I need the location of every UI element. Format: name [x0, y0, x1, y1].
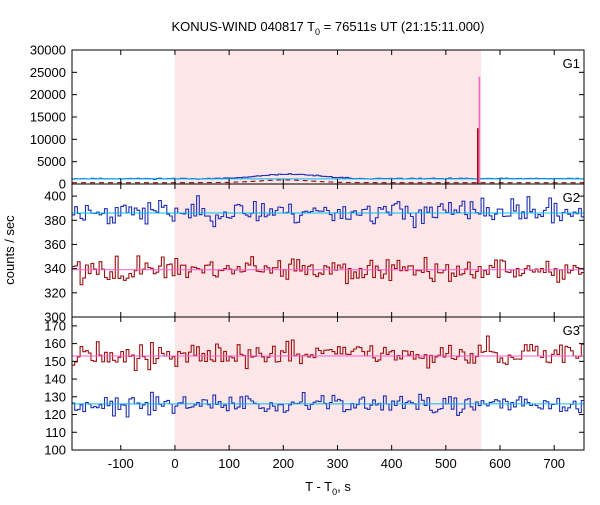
y-tick-label: 360 — [44, 237, 66, 252]
chart-title: KONUS-WIND 040817 T0 = 76511s UT (21:15:… — [172, 19, 485, 37]
panels-group: 050001000015000200002500030000G130032034… — [30, 43, 585, 471]
x-tick-label: -100 — [108, 456, 134, 471]
x-tick-label: 100 — [218, 456, 240, 471]
y-tick-label: 140 — [44, 372, 66, 387]
x-tick-label: 300 — [327, 456, 349, 471]
y-tick-label: 30000 — [30, 43, 66, 58]
y-tick-label: 340 — [44, 261, 66, 276]
x-tick-label: 0 — [171, 456, 178, 471]
y-tick-label: 130 — [44, 389, 66, 404]
panel-frame — [71, 316, 585, 451]
x-axis-title: T - T0, s — [305, 479, 351, 497]
series-g3-2 — [72, 391, 584, 418]
x-tick-label: 500 — [435, 456, 457, 471]
panel-g1: 0 5000 10000 15000 20000 25000 30000 G1 — [30, 43, 585, 192]
y-tick-label: 170 — [44, 318, 66, 333]
panel-label-g2: G2 — [563, 190, 580, 205]
y-tick-label: 400 — [44, 189, 66, 204]
y-tick-label: 10000 — [30, 132, 66, 147]
y-tick-label: 300 — [44, 310, 66, 325]
x-tick-label: 200 — [272, 456, 294, 471]
x-tick-label: 400 — [381, 456, 403, 471]
xlabel-prefix: T - T — [305, 479, 332, 494]
y-tick-label: 160 — [44, 336, 66, 351]
x-tick-label: 600 — [489, 456, 511, 471]
title-subscript: 0 — [315, 27, 320, 37]
panel-label-g1: G1 — [563, 56, 580, 71]
x-tick-label: 700 — [543, 456, 565, 471]
panel-plot-area — [72, 335, 584, 418]
y-tick-label: 0 — [59, 177, 66, 192]
y-axis-title: counts / sec — [2, 215, 17, 285]
y-tick-label: 380 — [44, 213, 66, 228]
y-tick-label: 150 — [44, 354, 66, 369]
title-prefix: KONUS-WIND 040817 T — [172, 19, 316, 34]
series-g2-2 — [72, 255, 584, 286]
y-tick-label: 120 — [44, 407, 66, 422]
xlabel-suffix: , s — [337, 479, 351, 494]
y-tick-label: 5000 — [37, 154, 66, 169]
y-tick-label: 15000 — [30, 110, 66, 125]
y-tick-label: 100 — [44, 443, 66, 458]
xlabel-subscript: 0 — [332, 487, 337, 497]
y-tick-label: 25000 — [30, 65, 66, 80]
panel-plot-area — [72, 195, 584, 286]
series-g3-0 — [72, 335, 584, 372]
panel-plot-area — [72, 76, 584, 184]
y-tick-label: 20000 — [30, 87, 66, 102]
title-suffix: = 76511s UT (21:15:11.000) — [320, 19, 484, 34]
y-tick-label: 320 — [44, 285, 66, 300]
panel-g3: 100 110 120 130 140 150 160 170 G3 — [44, 316, 585, 458]
highlight-interval — [174, 50, 482, 450]
panel-g2: 300 320 340 360 380 400 G2 — [44, 183, 585, 325]
panel-label-g3: G3 — [563, 323, 580, 338]
y-tick-label: 110 — [45, 425, 66, 440]
